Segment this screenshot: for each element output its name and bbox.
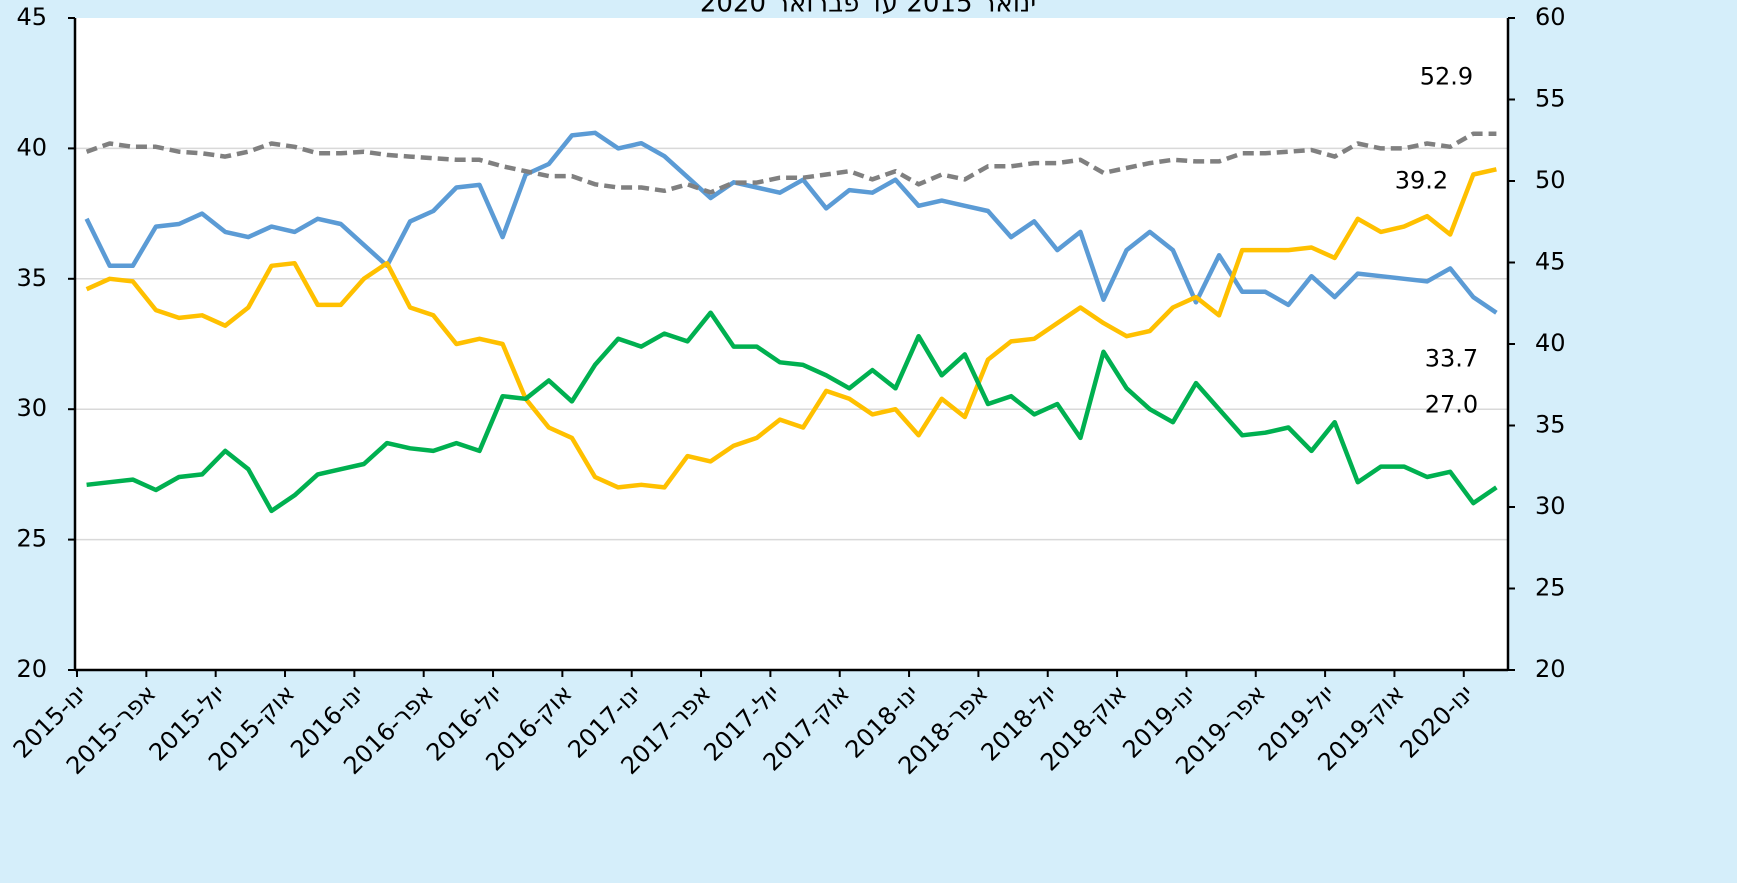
series-line <box>84 130 1498 315</box>
y-tick-label: 25 <box>16 525 47 553</box>
y-tick-label: 35 <box>16 264 47 292</box>
data-label: 52.9 <box>1420 63 1473 91</box>
series-line <box>85 167 1497 490</box>
y-tick-label: 20 <box>16 655 47 683</box>
y2-tick-label: 55 <box>1535 85 1566 113</box>
y2-tick-label: 40 <box>1535 329 1566 357</box>
plot-area <box>75 18 1508 670</box>
y2-tick-label: 50 <box>1535 166 1566 194</box>
y2-tick-label: 60 <box>1535 3 1566 31</box>
y2-tick-label: 20 <box>1535 655 1566 683</box>
y2-tick-label: 45 <box>1535 248 1566 276</box>
series-line <box>86 310 1498 514</box>
y2-tick-label: 25 <box>1535 574 1566 602</box>
y-tick-label: 40 <box>16 133 47 161</box>
y-tick-label: 45 <box>16 3 47 31</box>
y2-tick-label: 35 <box>1535 411 1566 439</box>
y-tick-label: 30 <box>16 394 47 422</box>
y2-tick-label: 30 <box>1535 492 1566 520</box>
data-label: 27.0 <box>1425 390 1478 418</box>
data-label: 33.7 <box>1425 345 1478 373</box>
series-line <box>85 131 1497 195</box>
chart-title: ינואר 2015 עד פברואר 2020 <box>700 0 1036 19</box>
data-label: 39.2 <box>1395 166 1448 194</box>
